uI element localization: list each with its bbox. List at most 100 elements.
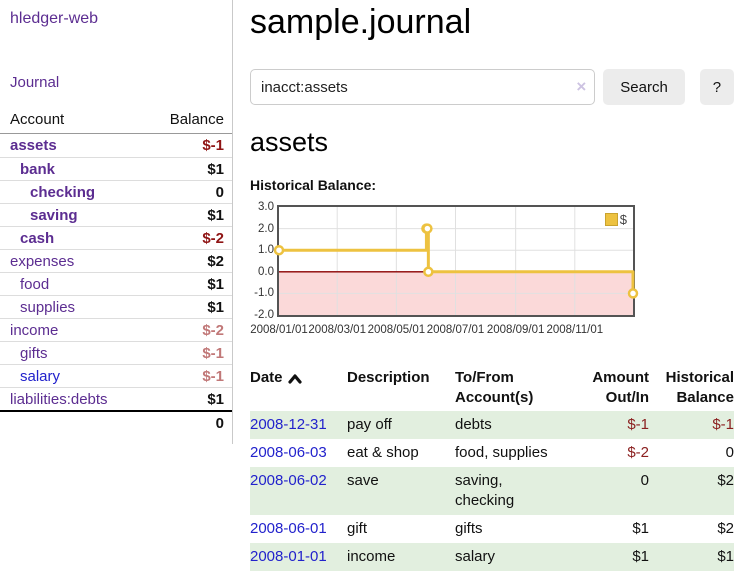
account-row: liabilities:debts $1 — [0, 387, 232, 410]
description-cell: pay off — [347, 416, 392, 433]
account-balance: $1 — [207, 298, 224, 316]
search-button[interactable]: Search — [603, 69, 685, 105]
y-axis-label: 1.0 — [258, 244, 274, 257]
balance-cell: $2 — [717, 520, 734, 537]
account-link[interactable]: gifts — [20, 344, 48, 362]
clear-search-icon[interactable]: × — [576, 77, 587, 97]
transaction-date-link[interactable]: 2008-12-31 — [250, 416, 327, 433]
account-row: gifts $-1 — [0, 341, 232, 364]
account-link[interactable]: saving — [30, 206, 78, 224]
y-axis-label: -2.0 — [254, 309, 274, 321]
account-title: assets — [250, 127, 329, 157]
column-header-to-from: To/From Account(s) — [455, 365, 585, 411]
accounts-table-header: Account Balance — [0, 109, 232, 134]
account-link[interactable]: liabilities:debts — [10, 390, 108, 408]
account-row: checking 0 — [0, 180, 232, 203]
transaction-date-link[interactable]: 2008-06-03 — [250, 444, 327, 461]
sidebar-nav: Journal — [10, 74, 232, 91]
accounts-cell: saving, checking — [455, 472, 515, 509]
account-balance: $-1 — [202, 137, 224, 154]
column-header-label: Amount — [592, 369, 649, 386]
amount-cell: $-2 — [627, 444, 649, 461]
column-header-amount: Amount Out/In — [585, 365, 649, 411]
x-axis-label: 2008/09/01 — [486, 324, 545, 336]
main-content: sample.journal × Search ? assets Histori… — [240, 0, 742, 571]
register-header-row: Date Description To/From Account(s) Amount Ou… — [250, 365, 734, 411]
column-header-label: Historical — [665, 369, 734, 386]
transaction-date-link[interactable]: 2008-06-01 — [250, 520, 327, 537]
transaction-date-link[interactable]: 2008-01-01 — [250, 548, 327, 565]
brand-link[interactable]: hledger-web — [10, 10, 99, 27]
help-button[interactable]: ? — [699, 69, 734, 105]
account-balance: $-1 — [202, 344, 224, 362]
column-header-label: Description — [347, 369, 430, 386]
account-link[interactable]: cash — [20, 229, 55, 247]
column-header-label: Balance — [676, 389, 734, 406]
amount-cell: 0 — [640, 472, 649, 489]
account-row: saving $1 — [0, 203, 232, 226]
y-axis-label: 0.0 — [258, 265, 274, 278]
balance-column-header: Balance — [169, 111, 224, 128]
account-row: supplies $1 — [0, 295, 232, 318]
column-header-label: Account(s) — [455, 389, 534, 406]
account-link[interactable]: expenses — [10, 252, 75, 270]
amount-cell: $1 — [632, 520, 649, 537]
transaction-date-link[interactable]: 2008-06-02 — [250, 472, 327, 489]
x-axis-label: 2008/11/01 — [546, 324, 604, 336]
account-balance: $-1 — [202, 367, 224, 385]
sidebar-item-journal[interactable]: Journal — [10, 74, 60, 91]
account-row: assets $-1 — [0, 134, 232, 157]
column-header-description: Description — [347, 365, 455, 411]
account-link[interactable]: bank — [20, 160, 56, 178]
search-input[interactable] — [250, 69, 596, 105]
account-row: salary $-1 — [0, 364, 232, 387]
account-balance: $-2 — [202, 321, 224, 339]
balance-cell: 0 — [725, 444, 734, 461]
accounts-total: 0 — [0, 410, 232, 434]
column-header-label: To/From — [455, 369, 514, 386]
balance-cell: $1 — [717, 548, 734, 565]
balance-cell: $-1 — [712, 416, 734, 433]
x-axis-label: 2008/01/01 — [250, 324, 308, 336]
accounts-cell: food, supplies — [455, 444, 548, 461]
column-header-label: Date — [250, 369, 283, 386]
date-cell: 2008-06-01 — [250, 515, 347, 543]
account-link[interactable]: supplies — [20, 298, 76, 316]
x-axis-label: 2008/07/01 — [426, 324, 485, 336]
account-row: cash $-2 — [0, 226, 232, 249]
date-cell: 2008-12-31 — [250, 411, 347, 439]
amount-cell: $-1 — [627, 416, 649, 433]
x-axis-label: 2008/05/01 — [367, 324, 426, 336]
table-row: 2008-06-01 gift gifts $1 $2 — [250, 515, 734, 543]
column-header-date[interactable]: Date — [250, 365, 347, 411]
chart-canvas — [273, 207, 639, 315]
account-balance: $-2 — [202, 229, 224, 247]
account-link[interactable]: checking — [30, 183, 96, 201]
description-cell: save — [347, 472, 379, 489]
table-row: 2008-01-01 income salary $1 $1 — [250, 543, 734, 571]
amount-cell: $1 — [632, 548, 649, 565]
sidebar: hledger-web Journal Account Balance asse… — [0, 0, 233, 444]
table-row: 2008-12-31 pay off debts $-1 $-1 — [250, 411, 734, 439]
account-balance: $1 — [207, 206, 224, 224]
account-link[interactable]: salary — [20, 367, 61, 385]
balance-chart: $ 3.0 2.0 1.0 0.0 -1.0 -2.0 2008/01/01 2008/03/… — [250, 201, 650, 341]
date-cell: 2008-06-03 — [250, 439, 347, 467]
account-row: bank $1 — [0, 157, 232, 180]
chart-plot-area: $ — [273, 205, 639, 317]
accounts-cell: gifts — [455, 520, 483, 537]
description-cell: eat & shop — [347, 444, 419, 461]
accounts-list: assets $-1 bank $1 checking 0 saving $1 cash $-2 e… — [0, 134, 232, 410]
table-row: 2008-06-03 eat & shop food, supplies $-2 0 — [250, 439, 734, 467]
accounts-cell: salary — [455, 548, 496, 565]
accounts-column-header: Account — [10, 111, 65, 128]
account-link[interactable]: assets — [10, 137, 57, 154]
table-row: 2008-06-02 save saving, checking 0 $2 — [250, 467, 734, 515]
account-link[interactable]: income — [10, 321, 59, 339]
page-title: sample.journal — [250, 3, 472, 41]
account-link[interactable]: food — [20, 275, 50, 293]
register-table: Date Description To/From Account(s) Amount Ou… — [250, 365, 734, 571]
description-cell: income — [347, 548, 396, 565]
account-balance: $1 — [207, 160, 224, 178]
chart-heading: Historical Balance: — [250, 177, 377, 193]
